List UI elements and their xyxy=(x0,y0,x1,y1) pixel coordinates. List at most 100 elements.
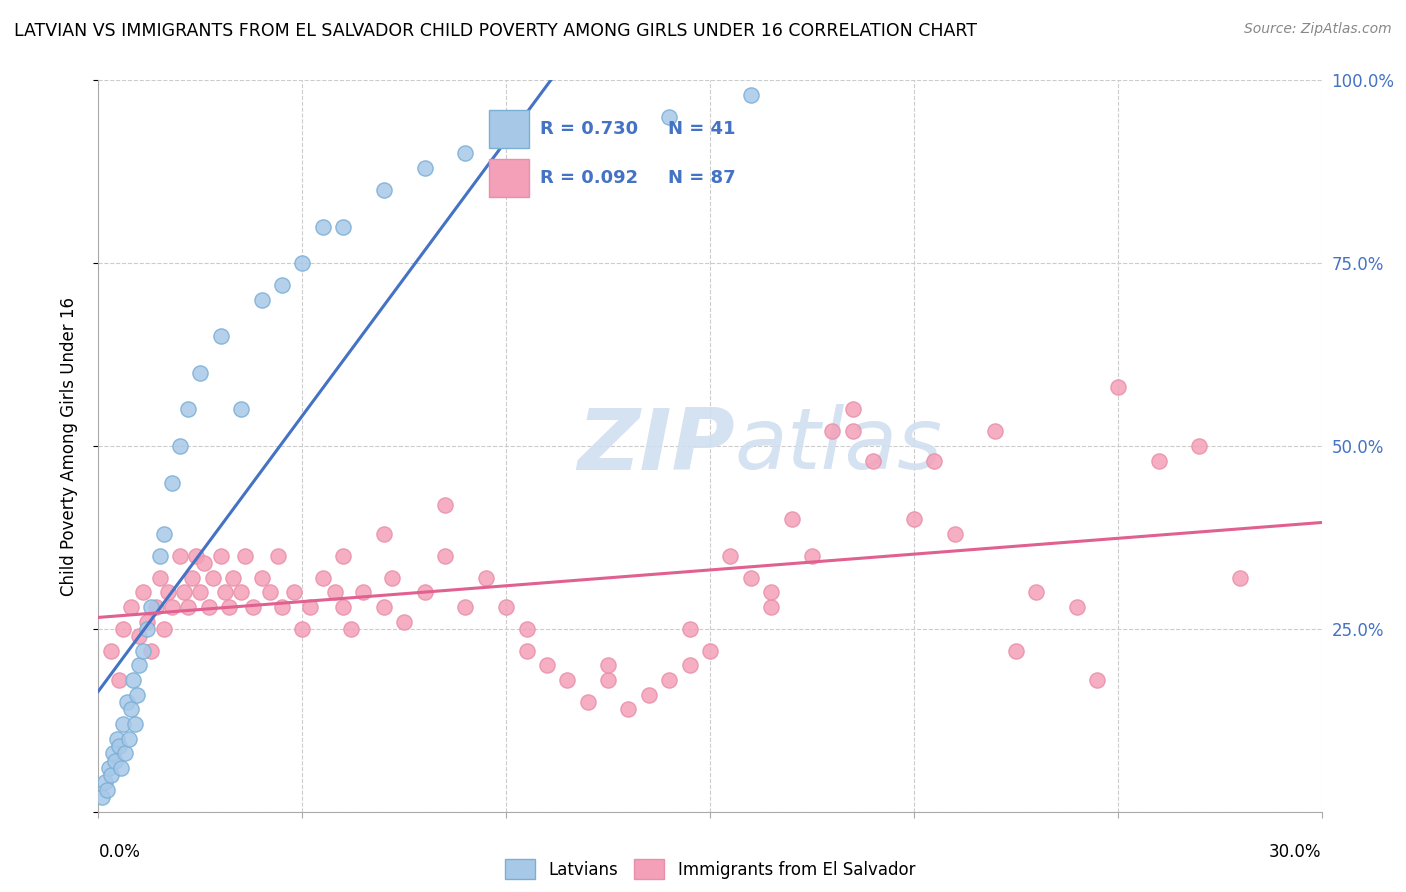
Point xyxy=(218,599,240,614)
Y-axis label: Child Poverty Among Girls Under 16: Child Poverty Among Girls Under 16 xyxy=(59,296,77,596)
Point xyxy=(516,622,538,636)
Point xyxy=(231,402,253,417)
Text: ZIP: ZIP xyxy=(576,404,734,488)
Point xyxy=(536,658,558,673)
Point xyxy=(156,585,179,599)
Point xyxy=(903,512,925,526)
Point xyxy=(679,658,702,673)
Point xyxy=(312,571,335,585)
Point xyxy=(1229,571,1251,585)
Point xyxy=(557,673,579,687)
Point xyxy=(104,754,127,768)
Point xyxy=(118,731,141,746)
Point xyxy=(1107,380,1129,394)
Point xyxy=(108,673,131,687)
Point xyxy=(1188,439,1211,453)
Point xyxy=(862,453,884,467)
Point xyxy=(188,585,212,599)
Point xyxy=(127,688,149,702)
Point xyxy=(160,599,183,614)
Point xyxy=(97,761,120,775)
Point xyxy=(1004,644,1026,658)
Point xyxy=(922,453,945,467)
Point xyxy=(181,571,204,585)
Point xyxy=(780,512,803,526)
Point xyxy=(516,644,538,658)
Point xyxy=(128,658,150,673)
Point xyxy=(93,775,115,789)
Point xyxy=(596,673,619,687)
Point xyxy=(1025,585,1047,599)
Point xyxy=(454,599,477,614)
Point xyxy=(1085,673,1108,687)
Point xyxy=(841,402,863,417)
Text: 0.0%: 0.0% xyxy=(98,843,141,861)
Point xyxy=(231,585,253,599)
Point xyxy=(201,571,224,585)
Point xyxy=(111,717,134,731)
Point xyxy=(110,761,132,775)
Point xyxy=(169,439,191,453)
Point xyxy=(821,425,844,439)
Point xyxy=(352,585,374,599)
Point xyxy=(149,549,172,563)
Point xyxy=(222,571,245,585)
Point xyxy=(197,599,219,614)
Point xyxy=(101,746,124,760)
Text: atlas: atlas xyxy=(734,404,942,488)
Point xyxy=(233,549,256,563)
Point xyxy=(392,615,416,629)
Point xyxy=(270,599,294,614)
Point xyxy=(312,219,335,234)
Point xyxy=(124,717,146,731)
Point xyxy=(801,549,824,563)
Point xyxy=(100,644,122,658)
Point xyxy=(658,673,681,687)
Point xyxy=(105,731,128,746)
Point xyxy=(96,782,118,797)
Point xyxy=(381,571,404,585)
Point xyxy=(141,599,163,614)
Point xyxy=(283,585,305,599)
Point xyxy=(145,599,167,614)
Point xyxy=(433,498,456,512)
Point xyxy=(111,622,134,636)
Point xyxy=(720,549,742,563)
Point xyxy=(617,702,640,716)
Point xyxy=(1066,599,1088,614)
Point xyxy=(270,278,294,293)
Point xyxy=(340,622,363,636)
Point xyxy=(495,132,517,146)
Point xyxy=(100,768,122,782)
Point xyxy=(413,585,436,599)
Point xyxy=(454,146,477,161)
Point xyxy=(332,549,354,563)
Point xyxy=(91,790,114,805)
Point xyxy=(474,571,498,585)
Point xyxy=(699,644,721,658)
Point xyxy=(259,585,281,599)
Point xyxy=(638,688,661,702)
Point xyxy=(120,702,142,716)
Point xyxy=(373,183,395,197)
Point xyxy=(250,293,273,307)
Point xyxy=(177,599,200,614)
Point xyxy=(943,526,966,541)
Text: 30.0%: 30.0% xyxy=(1270,843,1322,861)
Point xyxy=(291,256,314,270)
Point xyxy=(413,161,436,175)
Point xyxy=(576,695,599,709)
Point xyxy=(433,549,456,563)
Text: LATVIAN VS IMMIGRANTS FROM EL SALVADOR CHILD POVERTY AMONG GIRLS UNDER 16 CORREL: LATVIAN VS IMMIGRANTS FROM EL SALVADOR C… xyxy=(14,22,977,40)
Point xyxy=(250,571,273,585)
Point xyxy=(214,585,236,599)
Point xyxy=(332,219,354,234)
Point xyxy=(209,329,232,343)
Point xyxy=(132,585,155,599)
Point xyxy=(132,644,155,658)
Point xyxy=(209,549,232,563)
Point xyxy=(291,622,314,636)
Text: Source: ZipAtlas.com: Source: ZipAtlas.com xyxy=(1244,22,1392,37)
Point xyxy=(122,673,145,687)
Point xyxy=(114,746,136,760)
